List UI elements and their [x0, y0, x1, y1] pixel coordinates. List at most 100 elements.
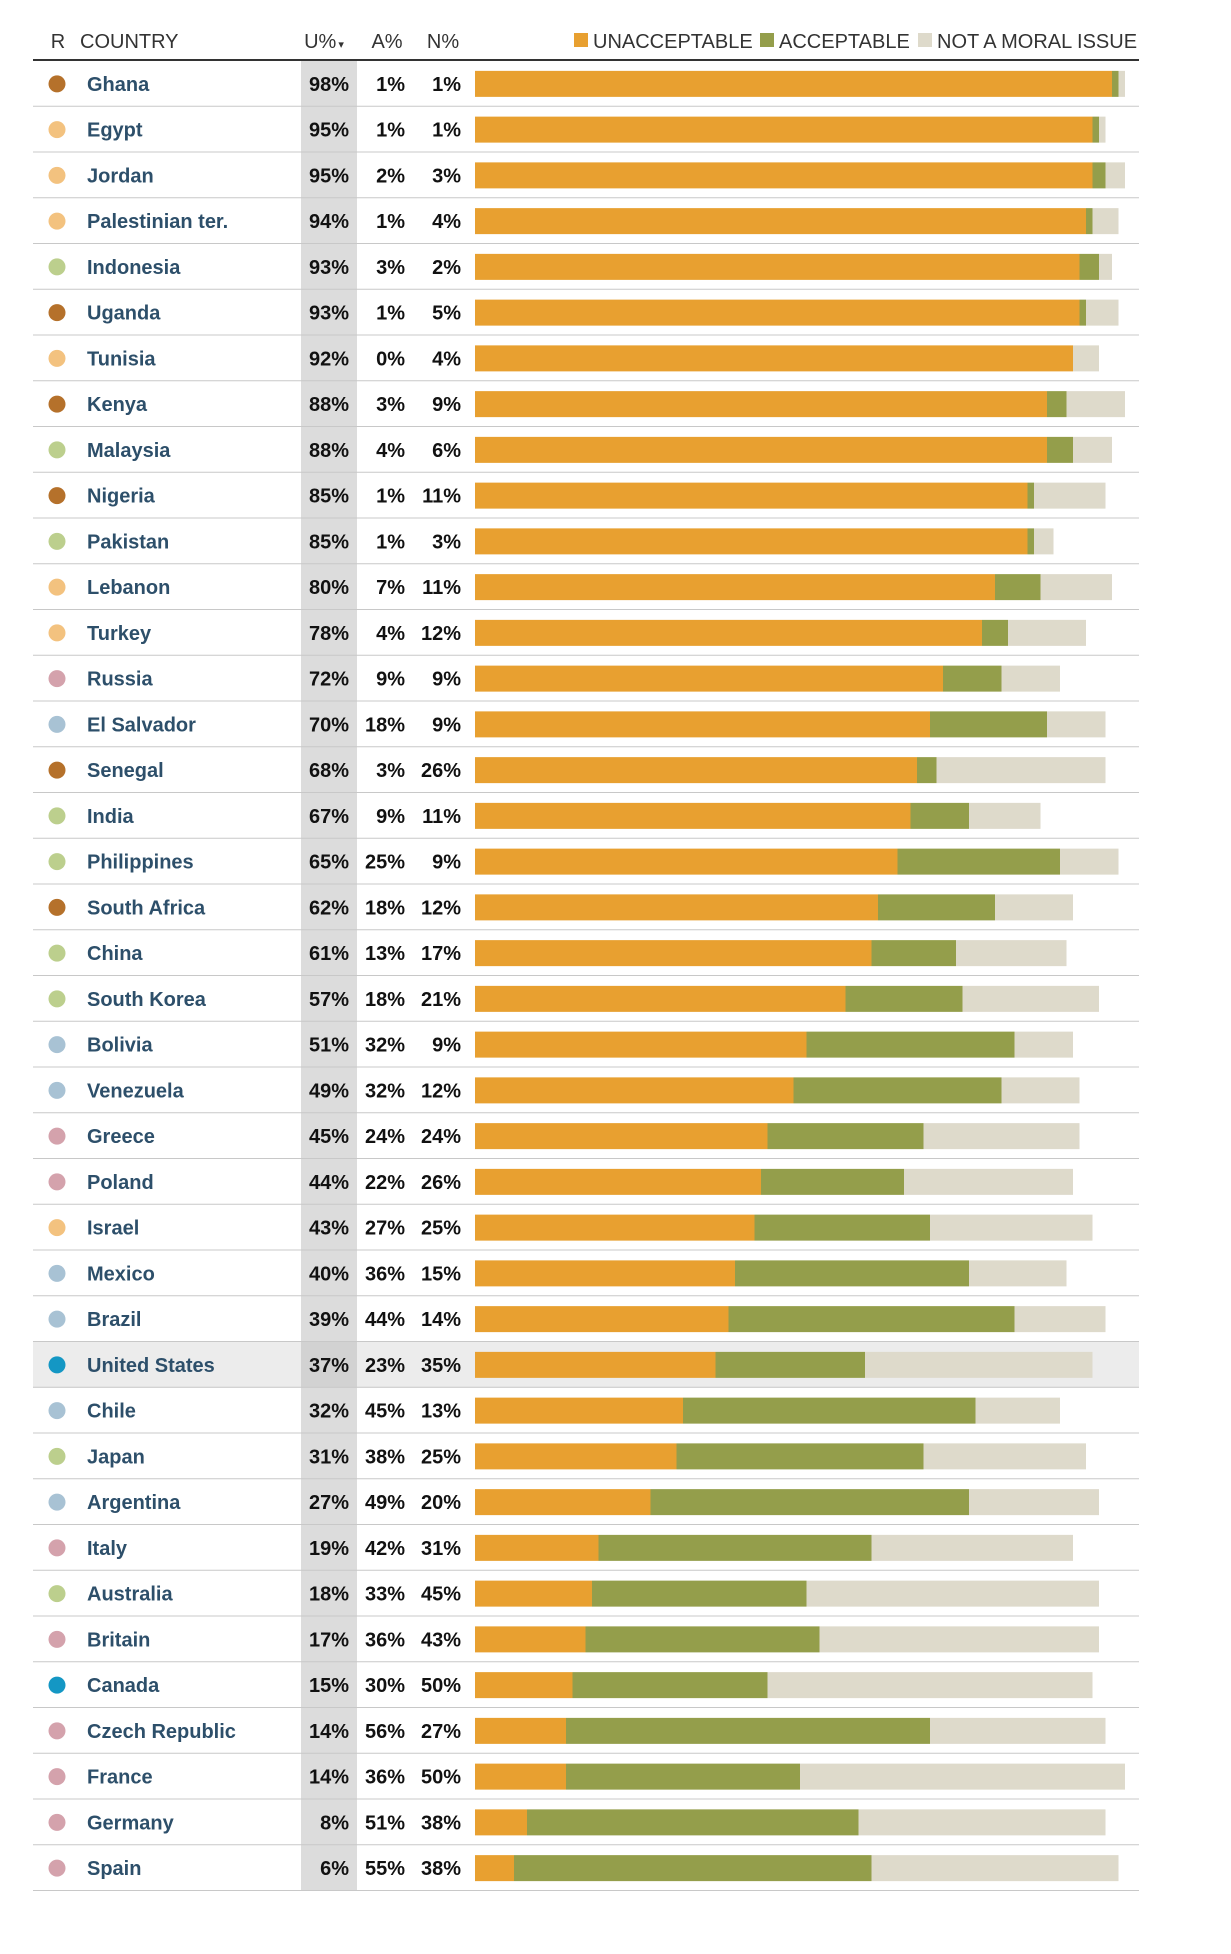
country-label: Turkey [87, 623, 152, 645]
table-row[interactable]: Malaysia 88% 4% 6% [33, 436, 1139, 473]
table-row[interactable]: Turkey 78% 4% 12% [33, 619, 1139, 656]
acceptable-value: 36% [365, 1767, 405, 1789]
bar-unacceptable [475, 848, 898, 875]
bar-unacceptable [475, 1763, 566, 1790]
region-marker [48, 532, 66, 550]
table-row[interactable]: Chile 32% 45% 13% [33, 1397, 1139, 1434]
table-row[interactable]: Japan 31% 38% 25% [33, 1443, 1139, 1480]
table-row[interactable]: Egypt 95% 1% 1% [33, 116, 1139, 153]
acceptable-value: 32% [365, 1080, 405, 1102]
bar-acceptable [728, 1306, 1015, 1333]
unacceptable-value: 98% [309, 74, 349, 96]
bar-not-moral [1099, 116, 1106, 143]
table-row[interactable]: Israel 43% 27% 25% [33, 1214, 1139, 1251]
country-label: Kenya [87, 394, 148, 416]
region-marker [48, 395, 66, 413]
bar-unacceptable [475, 1717, 566, 1744]
region-marker [48, 487, 66, 505]
bar-not-moral [1014, 1306, 1106, 1333]
table-row[interactable]: Kenya 88% 3% 9% [33, 391, 1139, 427]
region-marker [48, 715, 66, 733]
table-row[interactable]: United States 37% 23% 35% [33, 1342, 1139, 1388]
acceptable-value: 44% [365, 1309, 405, 1331]
region-marker [48, 166, 66, 184]
acceptable-column-header[interactable]: A% [371, 31, 402, 53]
bar-unacceptable [475, 208, 1086, 235]
region-marker [48, 1264, 66, 1282]
not-moral-column-header[interactable]: N% [427, 31, 459, 53]
acceptable-value: 9% [376, 669, 405, 691]
country-label: Australia [87, 1584, 173, 1606]
table-row[interactable]: France 14% 36% 50% [33, 1763, 1139, 1800]
bar-not-moral [1047, 711, 1106, 738]
bar-acceptable [566, 1717, 930, 1744]
unacceptable-value: 88% [309, 440, 349, 462]
table-row[interactable]: Poland 44% 22% 26% [33, 1168, 1139, 1205]
table-row[interactable]: Australia 18% 33% 45% [33, 1580, 1139, 1617]
table-row[interactable]: Indonesia 93% 3% 2% [33, 253, 1139, 290]
region-marker [48, 944, 66, 962]
table-row[interactable]: Venezuela 49% 32% 12% [33, 1077, 1139, 1114]
region-column-header[interactable]: R [51, 31, 65, 53]
bar-not-moral [930, 1214, 1093, 1241]
table-row[interactable]: Mexico 40% 36% 15% [33, 1260, 1139, 1297]
table-row[interactable]: Argentina 27% 49% 20% [33, 1489, 1139, 1525]
table-row[interactable]: Nigeria 85% 1% 11% [33, 482, 1139, 519]
table-row[interactable]: South Korea 57% 18% 21% [33, 985, 1139, 1022]
bar-unacceptable [475, 1809, 527, 1836]
bar-unacceptable [475, 436, 1047, 463]
bar-acceptable [917, 757, 937, 784]
table-row[interactable]: India 67% 9% 11% [33, 802, 1139, 839]
table-row[interactable]: Czech Republic 14% 56% 27% [33, 1717, 1139, 1754]
table-row[interactable]: Pakistan 85% 1% 3% [33, 528, 1139, 565]
table-row[interactable]: South Africa 62% 18% 12% [33, 894, 1139, 931]
country-label: Uganda [87, 303, 161, 325]
row-divider [33, 1569, 1139, 1571]
region-marker [48, 1585, 66, 1603]
table-row[interactable]: Germany 8% 51% 38% [33, 1809, 1139, 1846]
table-row[interactable]: Russia 72% 9% 9% [33, 665, 1139, 702]
country-label: France [87, 1767, 153, 1789]
table-row[interactable]: Palestinian ter. 94% 1% 4% [33, 208, 1139, 244]
not-moral-value: 9% [432, 852, 461, 874]
region-marker [48, 441, 66, 459]
table-row[interactable]: Tunisia 92% 0% 4% [33, 345, 1139, 382]
country-label: Italy [87, 1538, 128, 1560]
table-row[interactable]: Spain 6% 55% 38% [33, 1855, 1139, 1891]
row-divider [33, 1158, 1139, 1159]
not-moral-value: 3% [432, 531, 461, 553]
table-row[interactable]: El Salvador 70% 18% 9% [33, 711, 1139, 748]
table-row[interactable]: Bolivia 51% 32% 9% [33, 1031, 1139, 1068]
unacceptable-value: 78% [309, 623, 349, 645]
bar-acceptable [572, 1672, 768, 1699]
table-row[interactable]: Philippines 65% 25% 9% [33, 848, 1139, 885]
table-row[interactable]: Italy 19% 42% 31% [33, 1534, 1139, 1571]
table-row[interactable]: Britain 17% 36% 43% [33, 1626, 1139, 1663]
row-divider [33, 700, 1139, 702]
row-divider [33, 1249, 1139, 1251]
acceptable-value: 51% [365, 1812, 405, 1834]
table-row[interactable]: Canada 15% 30% 50% [33, 1672, 1139, 1708]
table-row[interactable]: Lebanon 80% 7% 11% [33, 574, 1139, 610]
bar-unacceptable [475, 253, 1080, 280]
acceptable-value: 18% [365, 897, 405, 919]
table-row[interactable]: Senegal 68% 3% 26% [33, 757, 1139, 793]
bar-acceptable [735, 1260, 969, 1287]
acceptable-value: 1% [376, 120, 405, 142]
unacceptable-value: 37% [309, 1355, 349, 1377]
unacceptable-column-header[interactable]: U% ▾ [304, 31, 344, 53]
bar-unacceptable [475, 1397, 683, 1424]
table-row[interactable]: Uganda 93% 1% 5% [33, 299, 1139, 336]
row-divider [33, 1203, 1139, 1205]
table-row[interactable]: Brazil 39% 44% 14% [33, 1306, 1139, 1342]
table-row[interactable]: Greece 45% 24% 24% [33, 1123, 1139, 1159]
table-row[interactable]: Ghana 98% 1% 1% [33, 70, 1139, 107]
table-row[interactable]: China 61% 13% 17% [33, 940, 1139, 976]
unacceptable-value: 85% [309, 531, 349, 553]
country-label: United States [87, 1355, 215, 1377]
not-moral-value: 11% [422, 806, 461, 828]
country-column-header[interactable]: COUNTRY [80, 31, 179, 53]
country-label: Indonesia [87, 257, 181, 279]
table-row[interactable]: Jordan 95% 2% 3% [33, 162, 1139, 199]
bar-unacceptable [475, 482, 1028, 509]
